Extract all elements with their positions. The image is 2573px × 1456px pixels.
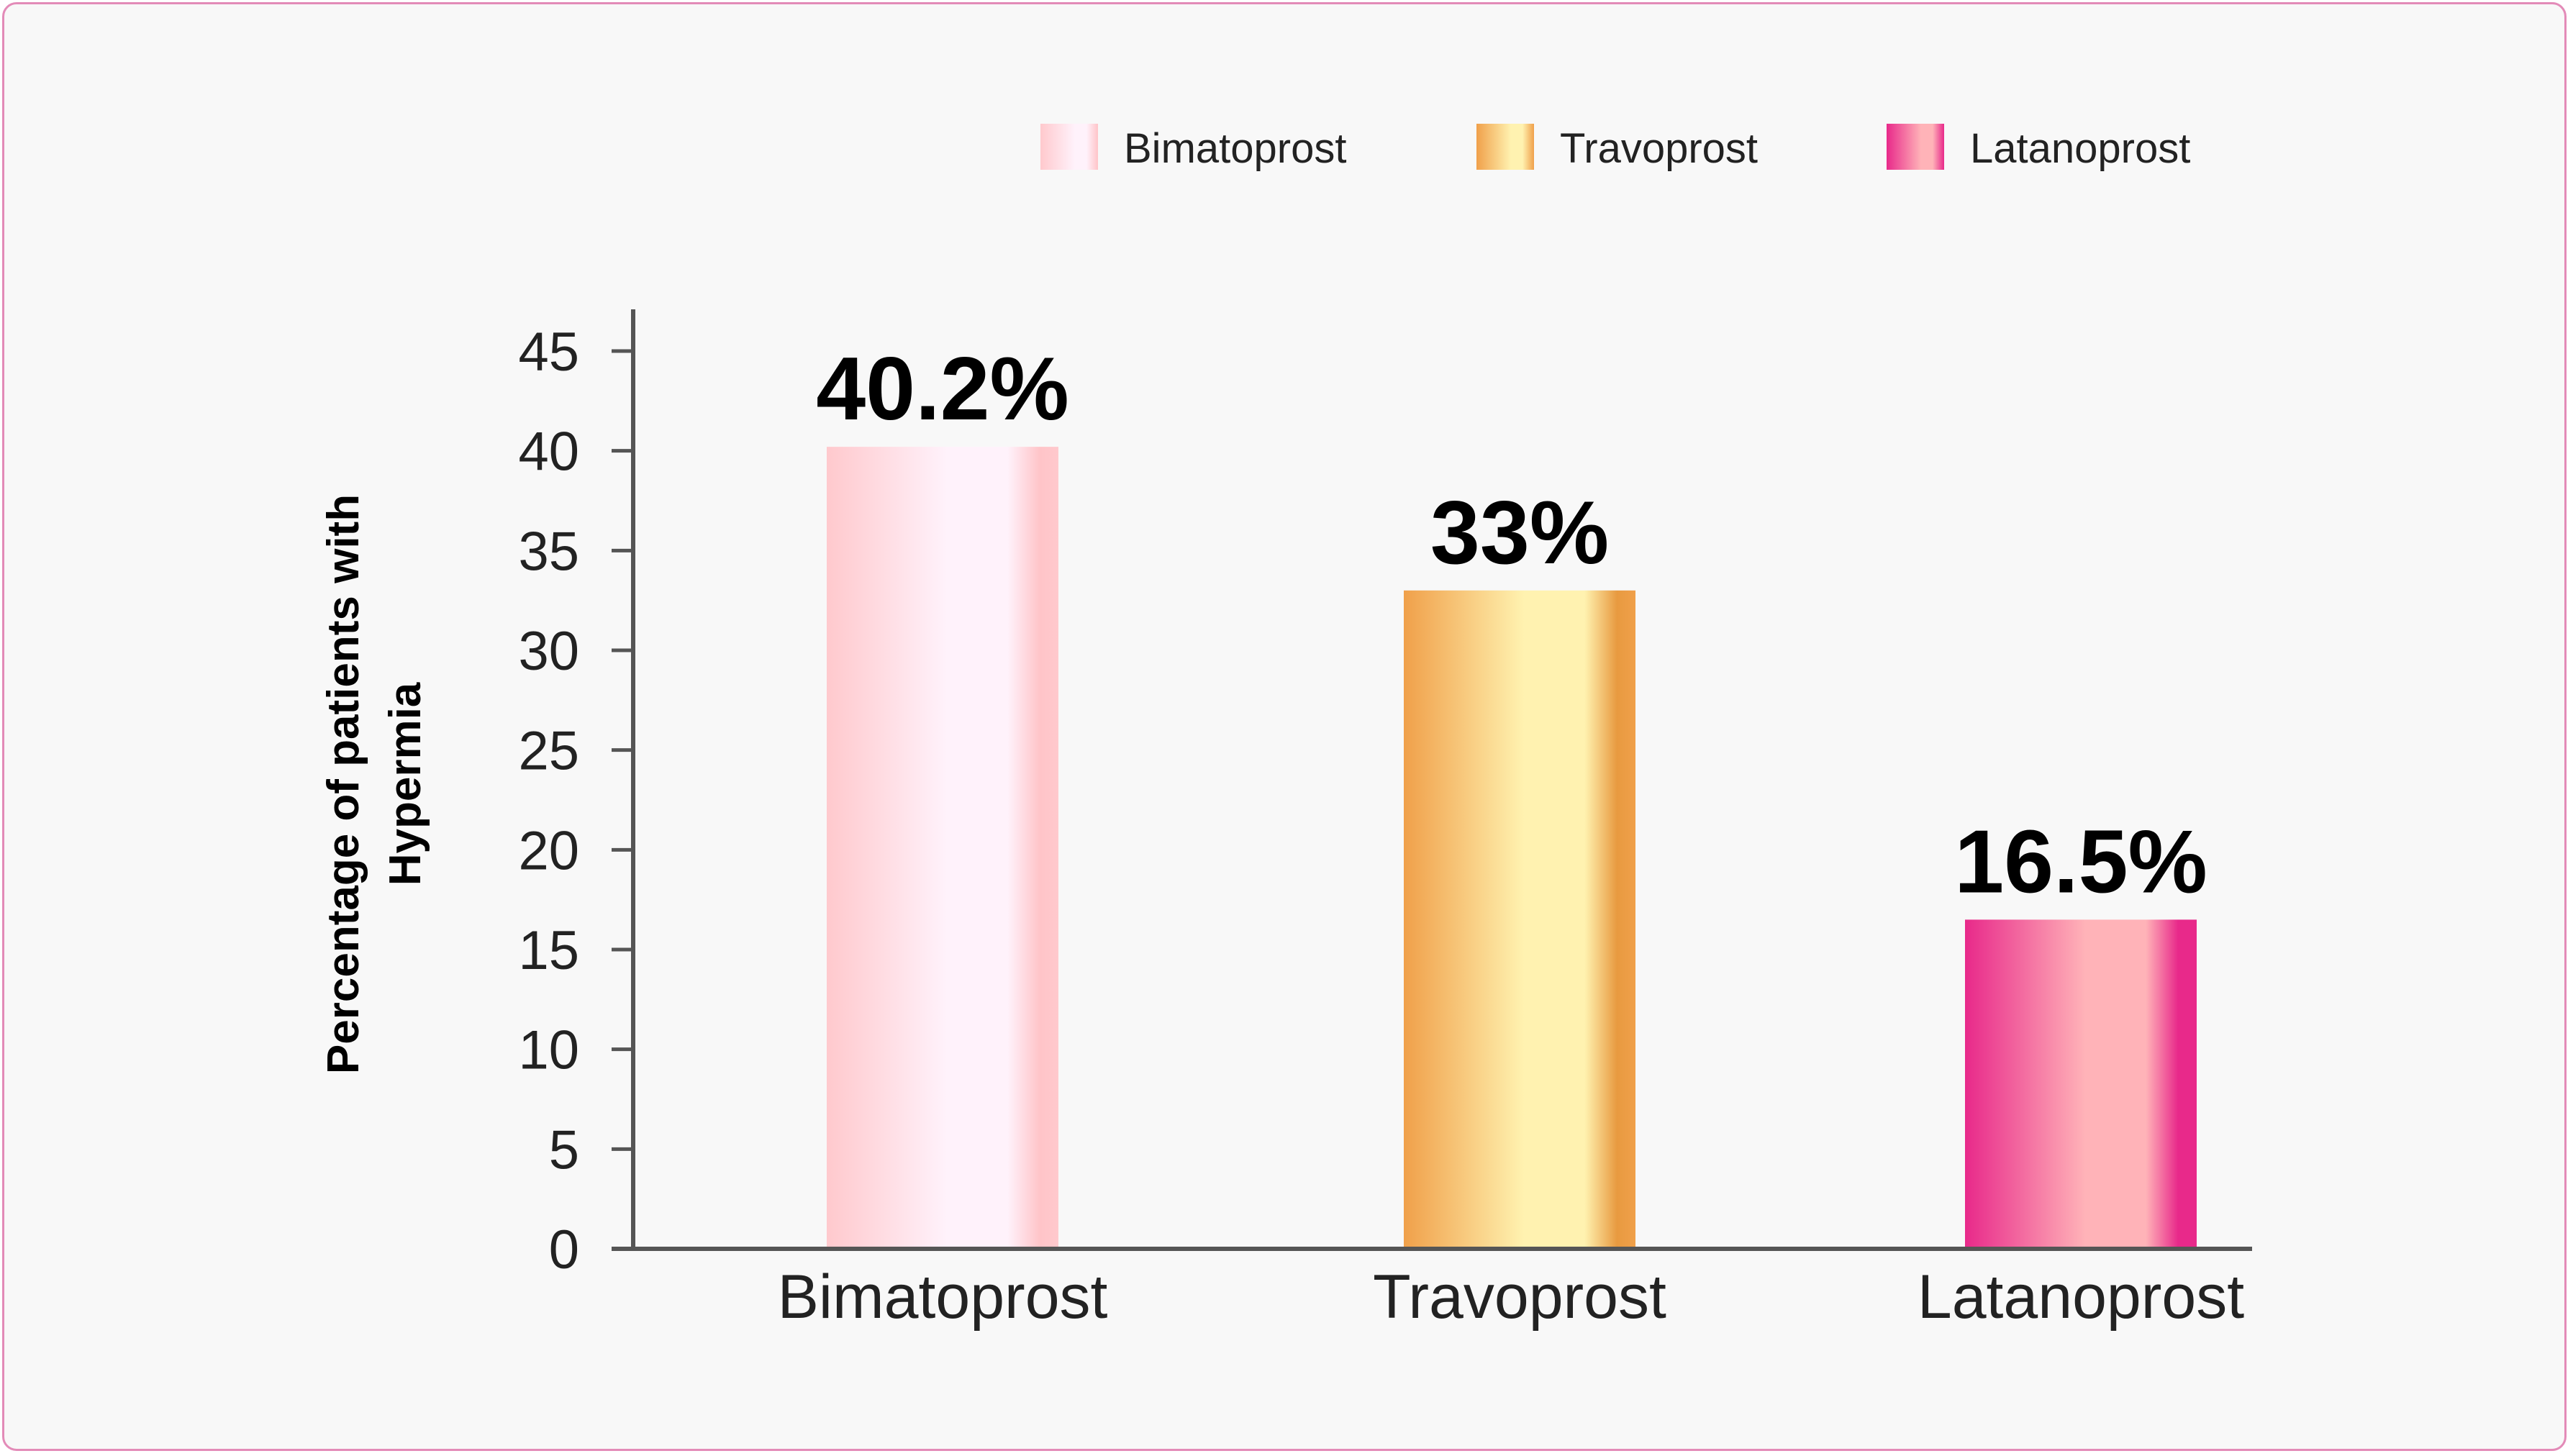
- y-tick-label: 35: [518, 521, 579, 582]
- y-tick-label: 10: [518, 1020, 579, 1081]
- legend-swatch-bimatoprost: [1040, 124, 1098, 170]
- bar-travoprost: [1404, 590, 1635, 1249]
- legend-label-travoprost: Travoprost: [1560, 125, 1758, 172]
- x-label-latanoprost: Latanoprost: [1918, 1262, 2244, 1332]
- y-tick-label: 5: [549, 1119, 579, 1180]
- y-tick-label: 25: [518, 721, 579, 782]
- y-tick-label: 30: [518, 621, 579, 682]
- data-label-bimatoprost: 40.2%: [816, 340, 1069, 439]
- y-tick-label: 0: [549, 1219, 579, 1280]
- bar-latanoprost: [1965, 919, 2197, 1249]
- legend-swatch-latanoprost: [1887, 124, 1944, 170]
- data-label-latanoprost: 16.5%: [1954, 812, 2207, 911]
- y-tick-label: 20: [518, 820, 579, 881]
- y-axis-title-line-1: Percentage of patients with: [319, 494, 368, 1074]
- data-label-travoprost: 33%: [1430, 483, 1609, 583]
- y-tick-label: 40: [518, 422, 579, 483]
- x-label-travoprost: Travoprost: [1373, 1262, 1666, 1332]
- y-tick-label: 15: [518, 920, 579, 981]
- y-axis-title-line-2: Hypermia: [381, 682, 430, 886]
- legend-label-bimatoprost: Bimatoprost: [1124, 125, 1346, 172]
- legend: Bimatoprost Travoprost Latanoprost: [1040, 124, 2190, 172]
- y-tick-label: 45: [518, 322, 579, 383]
- legend-swatch-travoprost: [1476, 124, 1534, 170]
- y-axis-ticks: 0 5 10 15 20 25 30 35 40 45: [518, 322, 633, 1280]
- bars: [827, 447, 2197, 1249]
- y-axis-title: Percentage of patients with Hypermia: [319, 494, 430, 1074]
- legend-label-latanoprost: Latanoprost: [1970, 125, 2190, 172]
- x-axis-labels: Bimatoprost Travoprost Latanoprost: [778, 1262, 2245, 1332]
- x-label-bimatoprost: Bimatoprost: [778, 1262, 1108, 1332]
- bar-bimatoprost: [827, 447, 1058, 1249]
- data-labels: 40.2% 33% 16.5%: [816, 340, 2207, 911]
